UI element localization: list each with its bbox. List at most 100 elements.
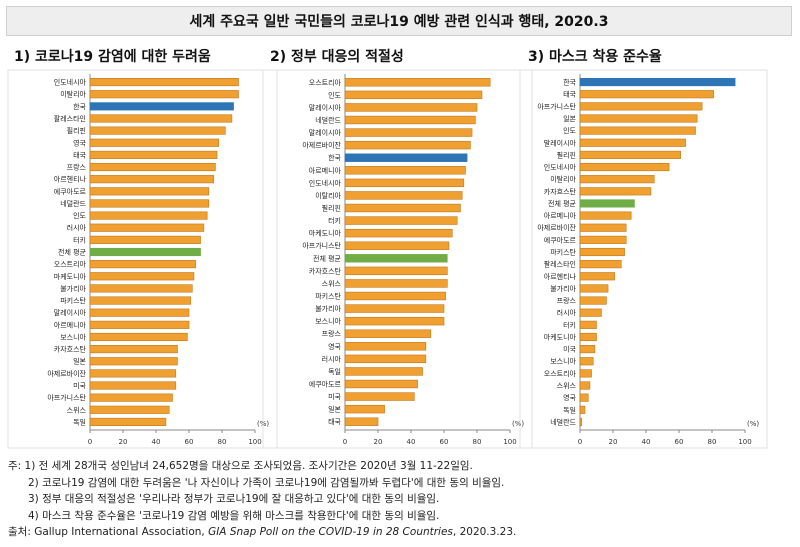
bar-15 <box>579 247 625 257</box>
bar-17 <box>579 272 615 281</box>
category-label: 카자흐스탄 <box>309 266 342 275</box>
bar-3 <box>579 102 703 111</box>
category-label: 프랑스 <box>322 330 342 338</box>
category-label: 인도네시아 <box>54 78 87 87</box>
bar-14 <box>579 235 627 244</box>
panel-1-title: 1) 코로나19 감염에 대한 두려움 <box>14 49 211 65</box>
bar-20 <box>89 308 190 317</box>
bar-19 <box>579 296 607 305</box>
bar-20 <box>579 308 602 317</box>
category-label: 필리핀 <box>67 126 86 135</box>
category-label: 러시아 <box>67 223 87 232</box>
x-tick-label: 0 <box>578 438 582 446</box>
bar-18 <box>89 284 193 293</box>
source-prefix: 출처: Gallup International Association, <box>8 526 209 538</box>
category-label: 오스트리아 <box>54 260 87 269</box>
bar-1 <box>579 78 736 87</box>
category-label: 영국 <box>73 138 86 147</box>
x-tick-label: 100 <box>503 438 516 446</box>
bar-1 <box>89 78 239 87</box>
category-label: 말레이시아 <box>544 138 577 147</box>
category-label: 러시아 <box>322 354 342 363</box>
bar-28 <box>344 417 379 426</box>
unit-label: (%) <box>747 420 759 428</box>
x-tick-label: 80 <box>218 438 227 446</box>
bar-9 <box>579 175 655 184</box>
unit-label: (%) <box>512 420 524 428</box>
category-label: 팔레스타인 <box>54 114 86 123</box>
bar-11 <box>89 199 210 208</box>
x-tick-label: 0 <box>343 438 347 446</box>
category-label: 이탈리아 <box>550 175 576 184</box>
note-3: 3) 정부 대응의 적절성은 '우리나라 정부가 코로나19에 잘 대응하고 있… <box>28 493 440 505</box>
category-label: 스위스 <box>322 280 342 288</box>
bar-27 <box>344 404 385 414</box>
category-label: 에쿠아도르 <box>544 235 577 244</box>
category-label: 영국 <box>563 393 576 402</box>
bar-2 <box>579 90 714 99</box>
bar-9 <box>344 178 465 188</box>
bar-18 <box>344 291 446 301</box>
bar-10 <box>344 191 463 200</box>
category-label: 스위스 <box>557 382 577 390</box>
category-label: 일본 <box>563 114 576 123</box>
bar-21 <box>579 320 597 329</box>
bar-14 <box>344 241 450 250</box>
category-label: 에쿠아도르 <box>309 380 342 389</box>
bar-6 <box>579 138 686 147</box>
x-tick-label: 100 <box>738 438 751 446</box>
category-label: 불가리아 <box>60 284 86 293</box>
bar-7 <box>344 153 468 162</box>
bar-2 <box>89 90 239 99</box>
bar-8 <box>579 162 670 172</box>
category-label: 아르헨티나 <box>54 175 87 184</box>
bar-17 <box>89 272 195 281</box>
bar-19 <box>344 304 445 313</box>
bar-12 <box>89 211 208 220</box>
category-label: 아제르바이잔 <box>47 369 86 378</box>
bar-7 <box>89 150 218 159</box>
chart-frame <box>262 69 533 449</box>
category-label: 전체 평균 <box>548 199 577 208</box>
bar-24 <box>344 367 423 376</box>
category-label: 카자흐스탄 <box>54 345 87 354</box>
category-label: 카자흐스탄 <box>544 187 577 196</box>
bar-21 <box>89 320 190 329</box>
bar-4 <box>579 114 698 123</box>
x-tick-label: 80 <box>708 438 717 446</box>
category-label: 보스니아 <box>60 332 86 341</box>
category-label: 말레이시아 <box>309 128 342 137</box>
bar-3 <box>344 103 478 112</box>
category-label: 파키스탄 <box>550 248 576 257</box>
chart-frame <box>7 69 278 449</box>
bar-23 <box>579 345 596 354</box>
bar-26 <box>89 381 177 390</box>
x-tick-label: 80 <box>473 438 482 446</box>
bar-15 <box>89 247 201 257</box>
bar-6 <box>344 140 471 150</box>
category-label: 파키스탄 <box>315 292 341 301</box>
category-label: 프랑스 <box>67 164 87 172</box>
category-label: 오스트리아 <box>309 78 342 87</box>
bar-23 <box>89 345 178 354</box>
category-label: 보스니아 <box>550 357 576 366</box>
bar-4 <box>89 114 233 123</box>
x-tick-label: 60 <box>675 438 684 446</box>
bar-26 <box>579 381 591 390</box>
category-label: 태국 <box>73 151 86 159</box>
category-label: 마케도니아 <box>309 229 342 238</box>
category-label: 스위스 <box>67 406 87 414</box>
category-label: 독일 <box>73 417 86 426</box>
category-label: 한국 <box>73 103 86 111</box>
bar-27 <box>579 393 589 402</box>
category-label: 터키 <box>328 216 341 225</box>
category-label: 일본 <box>328 405 341 414</box>
bar-25 <box>579 369 592 378</box>
bar-7 <box>579 150 681 159</box>
category-label: 아르헨티나 <box>544 272 577 281</box>
category-label: 인도네시아 <box>309 178 342 187</box>
category-label: 전체 평균 <box>313 254 342 263</box>
category-label: 불가리아 <box>550 284 576 293</box>
bar-16 <box>89 260 196 269</box>
bar-10 <box>579 187 652 196</box>
